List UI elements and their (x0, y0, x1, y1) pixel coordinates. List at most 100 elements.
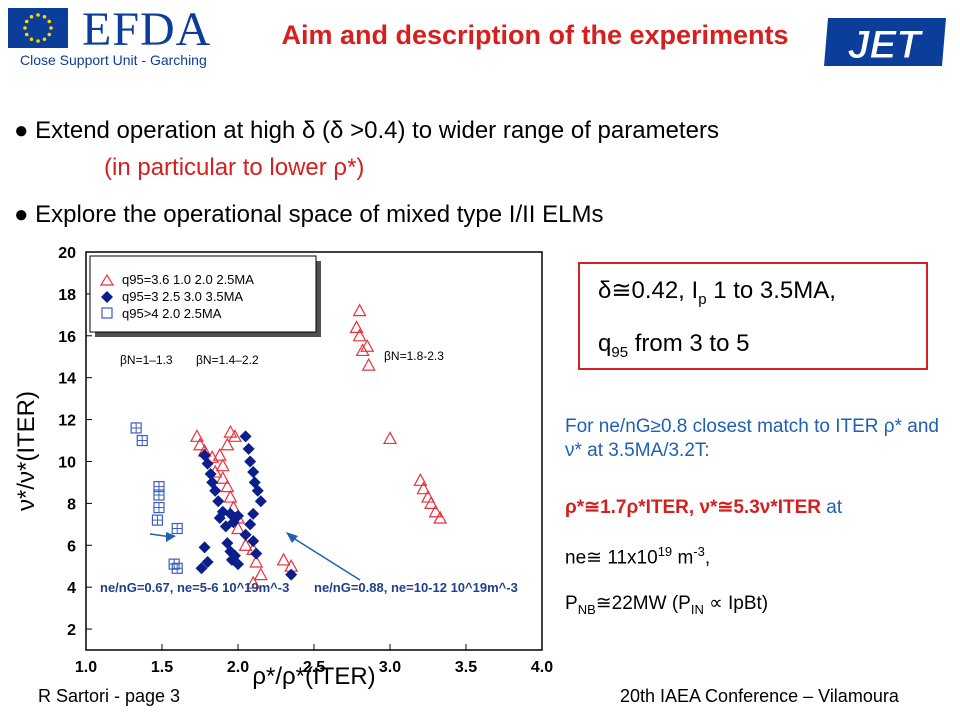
data-point-series-2 (201, 457, 214, 470)
data-point-series-1 (352, 303, 367, 317)
data-point-series-2 (195, 562, 208, 575)
data-point-series-2 (239, 528, 252, 541)
bullet-dot-icon: ● (14, 201, 36, 228)
bullet-1-text: Extend operation at high δ (δ >0.4) to w… (35, 117, 719, 144)
footer-left: R Sartori - page 3 (38, 686, 181, 706)
beta-annotation-3: βN=1.8-2.3 (384, 349, 444, 363)
legend-square-icon (101, 307, 113, 319)
data-point-series-1 (360, 339, 375, 352)
data-point-series-1 (215, 470, 230, 484)
data-point-series-1 (413, 473, 428, 486)
y-tick-label: 12 (58, 413, 76, 430)
x-tick-label: 3.0 (379, 659, 401, 676)
legend-triangle-icon (99, 273, 115, 286)
arrow-1-head-icon (166, 532, 176, 542)
y-tick-label: 2 (67, 622, 76, 639)
bullet-1-sub: (in particular to lower ρ*) (104, 154, 365, 181)
data-point-series-1 (361, 357, 376, 371)
data-point-series-1 (253, 567, 268, 581)
data-point-series-2 (244, 518, 257, 531)
data-point-series-1 (227, 429, 242, 442)
density-annotation-1: ne/nG=0.67, ne=5-6 10^19m^-3 (100, 580, 289, 595)
data-point-series-1 (189, 429, 204, 442)
data-point-series-1 (428, 504, 443, 518)
legend-entry-3: q95>4 2.0 2.5MA (122, 306, 222, 321)
flag-star-icon (47, 19, 52, 24)
data-point-series-3 (153, 501, 165, 514)
data-point-series-2 (213, 512, 226, 525)
flag-star-icon (29, 14, 34, 19)
data-point-series-2 (221, 537, 234, 550)
data-point-series-1 (230, 521, 246, 535)
data-point-series-3 (153, 489, 165, 501)
y-tick-label: 8 (67, 496, 76, 513)
bullet-2: ● Explore the operational space of mixed… (14, 200, 603, 230)
y-tick-label: 14 (58, 371, 76, 388)
data-point-series-1 (276, 552, 291, 566)
data-point-series-1 (238, 538, 253, 551)
data-point-series-1 (433, 510, 448, 524)
legend-diamond-icon (101, 291, 113, 303)
data-point-series-3 (171, 522, 183, 535)
parameter-line-2: q95 from 3 to 5 (598, 330, 750, 361)
bullet-2-text: Explore the operational space of mixed t… (35, 201, 604, 228)
arrow-2 (289, 535, 361, 581)
beta-annotation-1: βN=1–1.3 (120, 353, 173, 367)
data-point-series-1 (223, 424, 238, 438)
density-note: ne≅ 11x1019 m-3, (565, 544, 711, 569)
flag-star-icon (29, 37, 34, 42)
beta-annotation-2: βN=1.4–2.2 (196, 353, 259, 367)
flag-star-icon (24, 32, 29, 37)
data-point-series-1 (215, 458, 230, 472)
data-point-series-1 (246, 575, 261, 589)
footer-right: 20th IAEA Conference – Vilamoura (620, 686, 899, 706)
data-point-series-2 (239, 430, 252, 443)
flag-star-icon (36, 13, 40, 17)
data-point-series-2 (247, 535, 260, 548)
data-point-series-1 (349, 320, 364, 334)
bullet-1: ● Extend operation at high δ (δ >0.4) to… (14, 116, 719, 146)
y-tick-label: 6 (67, 538, 76, 555)
data-point-series-1 (382, 431, 398, 445)
arrow-2-head-icon (286, 532, 298, 543)
eu-flag-icon (8, 8, 68, 48)
y-tick-label: 18 (58, 287, 76, 304)
x-tick-label: 3.5 (455, 659, 477, 676)
data-point-series-3 (168, 558, 180, 570)
data-point-series-1 (192, 437, 208, 451)
data-point-series-2 (201, 556, 214, 569)
data-point-series-2 (247, 507, 260, 520)
data-point-series-2 (232, 558, 244, 571)
flag-star-icon (47, 32, 52, 37)
data-point-series-3 (130, 422, 142, 434)
data-point-series-2 (204, 468, 217, 481)
data-point-series-1 (424, 496, 439, 509)
data-point-series-1 (220, 479, 235, 493)
data-point-series-2 (209, 484, 222, 497)
legend: q95=3.6 1.0 2.0 2.5MA q95=3 2.5 3.0 3.5M… (89, 255, 321, 337)
data-point-series-2 (242, 442, 255, 455)
y-tick-label: 10 (58, 454, 76, 471)
flag-star-icon (36, 39, 40, 43)
data-point-series-1 (223, 489, 238, 503)
x-tick-label: 2.5 (303, 659, 325, 676)
jet-logo-text: JET (847, 23, 924, 67)
data-point-series-1 (212, 447, 227, 461)
pnb-note: PNB≅22MW (PIN ∝ IpBt) (565, 593, 769, 617)
data-point-series-1 (416, 481, 431, 495)
data-point-series-2 (212, 495, 225, 508)
data-point-series-3 (151, 514, 164, 526)
data-point-series-1 (220, 437, 235, 451)
flag-star-icon (24, 19, 29, 24)
flag-star-icon (49, 26, 53, 30)
y-tick-label: 16 (58, 329, 76, 346)
flag-star-icon (23, 26, 27, 30)
data-point-series-2 (251, 484, 264, 497)
parameter-line-1: δ≅0.42, Ip 1 to 3.5MA, (598, 277, 836, 308)
data-point-series-2 (250, 547, 263, 560)
density-annotation-2: ne/nG=0.88, ne=10-12 10^19m^-3 (314, 580, 518, 595)
jet-logo: JET (822, 14, 948, 70)
bullet-dot-icon: ● (14, 117, 36, 144)
x-tick-label: 1.0 (75, 659, 97, 676)
org-name: EFDA (82, 3, 212, 56)
